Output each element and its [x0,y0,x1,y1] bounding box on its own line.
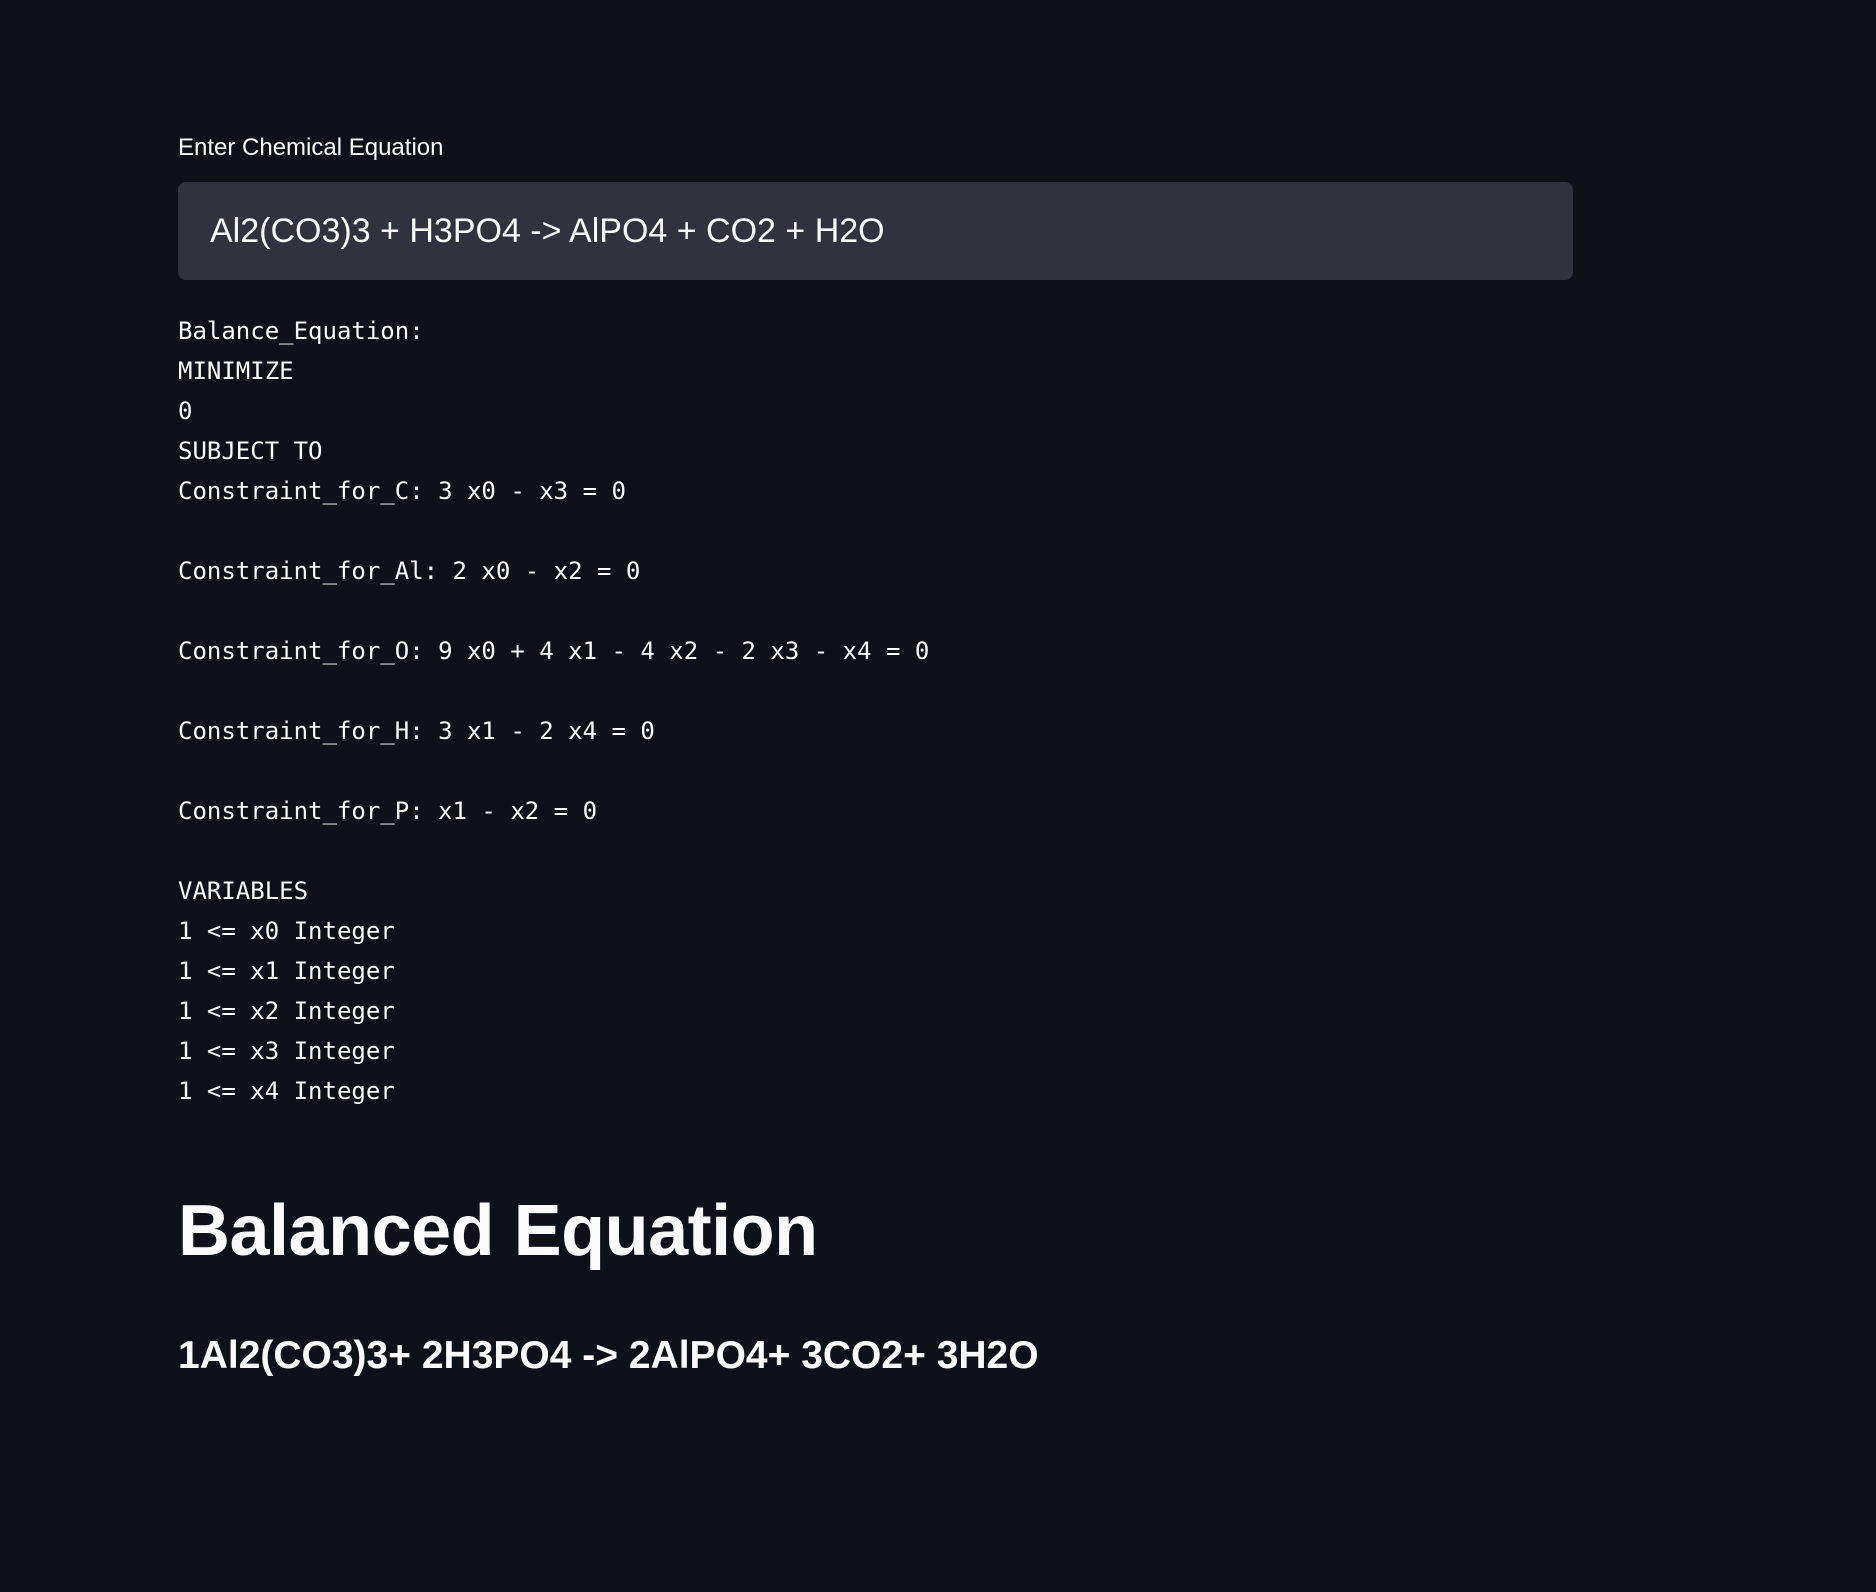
lp-line: Constraint_for_P: x1 - x2 = 0 [178,797,598,825]
lp-line [178,591,929,631]
lp-line [178,671,929,711]
equation-input-label: Enter Chemical Equation [178,134,444,161]
lp-line: 1 <= x1 Integer [178,957,395,985]
lp-line [178,831,929,871]
balanced-equation-heading: Balanced Equation [178,1191,818,1271]
lp-line: 0 [178,397,193,425]
lp-line: 1 <= x3 Integer [178,1037,395,1065]
lp-line: VARIABLES [178,877,309,905]
balanced-equation-result: 1Al2(CO3)3+ 2H3PO4 -> 2AlPO4+ 3CO2+ 3H2O [178,1334,1039,1377]
lp-line: Constraint_for_O: 9 x0 + 4 x1 - 4 x2 - 2… [178,637,930,665]
lp-line: Constraint_for_H: 3 x1 - 2 x4 = 0 [178,717,655,745]
lp-line: 1 <= x4 Integer [178,1077,395,1105]
lp-line: Constraint_for_C: 3 x0 - x3 = 0 [178,477,626,505]
lp-problem-output: Balance_Equation: MINIMIZE 0 SUBJECT TO … [178,311,929,1111]
lp-line: Balance_Equation: [178,317,424,345]
lp-line [178,751,929,791]
lp-line: 1 <= x2 Integer [178,997,395,1025]
lp-line: SUBJECT TO [178,437,323,465]
lp-line: 1 <= x0 Integer [178,917,395,945]
lp-line: Constraint_for_Al: 2 x0 - x2 = 0 [178,557,641,585]
lp-line: MINIMIZE [178,357,294,385]
equation-input[interactable] [178,182,1573,280]
lp-line [178,511,929,551]
